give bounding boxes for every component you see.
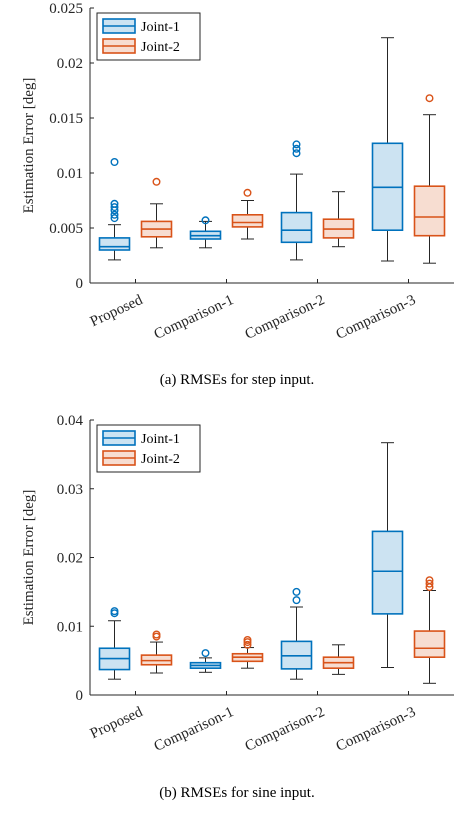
boxplot-sine-input: 0 0.01 0.02 0.03 0.04 Estimation Error [deg] P…	[21, 413, 454, 755]
box-joint-2-1	[231, 635, 264, 669]
outlier-point	[292, 144, 301, 153]
outlier-point	[243, 188, 252, 197]
y-tick-label: 0.015	[49, 111, 83, 127]
outlier-point	[152, 630, 161, 639]
box-iqr	[98, 237, 131, 251]
outlier-point	[292, 140, 301, 149]
outlier-point	[201, 216, 210, 225]
x-tick-label: Comparison-3	[334, 292, 419, 343]
outlier-point	[110, 210, 119, 219]
box-joint-2-2	[322, 644, 355, 675]
y-tick-label: 0.04	[57, 413, 84, 429]
y-tick-label: 0	[76, 688, 84, 704]
outlier-point	[110, 203, 119, 212]
y-tick-label: 0.005	[49, 221, 83, 237]
outlier-point	[425, 94, 434, 103]
box-iqr	[413, 630, 446, 658]
x-tick-label: Proposed	[88, 292, 146, 330]
outlier-point	[243, 635, 252, 644]
box-joint-2-2	[322, 191, 355, 248]
outlier-point	[292, 149, 301, 158]
box-joint-1-3	[371, 442, 404, 668]
outlier-point	[425, 579, 434, 588]
legend-entry: Joint-1	[141, 20, 180, 35]
panel-step-input: 0 0.005 0.01 0.015 0.02 0.025 Estimation Error…	[21, 1, 454, 388]
outlier-point	[110, 214, 119, 223]
caption-step-input: (a) RMSEs for step input.	[159, 372, 315, 388]
box-joint-2-1	[231, 188, 264, 240]
outlier-point	[292, 596, 301, 605]
x-tick-label: Comparison-2	[243, 704, 328, 755]
boxplot-step-input: 0 0.005 0.01 0.015 0.02 0.025 Estimation Error…	[21, 1, 454, 343]
box-joint-2-0	[140, 177, 173, 249]
panel-sine-input: 0 0.01 0.02 0.03 0.04 Estimation Error [deg] P…	[0, 412, 474, 823]
box-joint-1-3	[371, 37, 404, 262]
y-axis-title: Estimation Error [deg]	[21, 78, 37, 214]
x-tick-label: Comparison-1	[152, 704, 237, 755]
outlier-point	[110, 157, 119, 166]
box-iqr	[231, 214, 264, 228]
y-tick-label: 0	[76, 276, 84, 292]
box-iqr	[280, 211, 313, 244]
box-joint-1-0	[98, 607, 131, 680]
caption-sine-input: (b) RMSEs for sine input.	[159, 785, 315, 801]
box-joint-1-0	[98, 157, 131, 261]
box-joint-2-3	[413, 94, 446, 264]
box-iqr	[413, 185, 446, 237]
box-joint-1-2	[280, 140, 313, 261]
legend: Joint-1 Joint-2	[96, 424, 201, 473]
legend-entry: Joint-1	[141, 432, 180, 447]
y-tick-label: 0.01	[57, 619, 83, 635]
x-tick-label: Comparison-1	[152, 292, 237, 343]
x-tick-label: Proposed	[88, 704, 146, 742]
outlier-point	[110, 199, 119, 208]
x-tick-label: Comparison-2	[243, 292, 328, 343]
outlier-point	[425, 576, 434, 585]
y-tick-label: 0.025	[49, 1, 83, 17]
y-tick-label: 0.01	[57, 166, 83, 182]
y-tick-label: 0.02	[57, 56, 83, 72]
outlier-point	[243, 640, 252, 649]
box-joint-1-1	[189, 216, 222, 249]
legend: Joint-1 Joint-2	[96, 12, 201, 61]
y-axis-title: Estimation Error [deg]	[21, 490, 37, 626]
x-tick-label: Comparison-3	[334, 704, 419, 755]
box-joint-2-0	[140, 630, 173, 674]
box-joint-1-2	[280, 587, 313, 680]
box-iqr	[371, 530, 404, 615]
outlier-point	[292, 587, 301, 596]
legend-entry: Joint-2	[141, 452, 180, 467]
legend-entry: Joint-2	[141, 40, 180, 55]
box-joint-2-3	[413, 576, 446, 684]
outlier-point	[152, 177, 161, 186]
box-joint-1-1	[189, 649, 222, 673]
outlier-point	[201, 649, 210, 658]
y-tick-label: 0.03	[57, 482, 83, 498]
y-tick-label: 0.02	[57, 551, 83, 567]
outlier-point	[110, 607, 119, 616]
